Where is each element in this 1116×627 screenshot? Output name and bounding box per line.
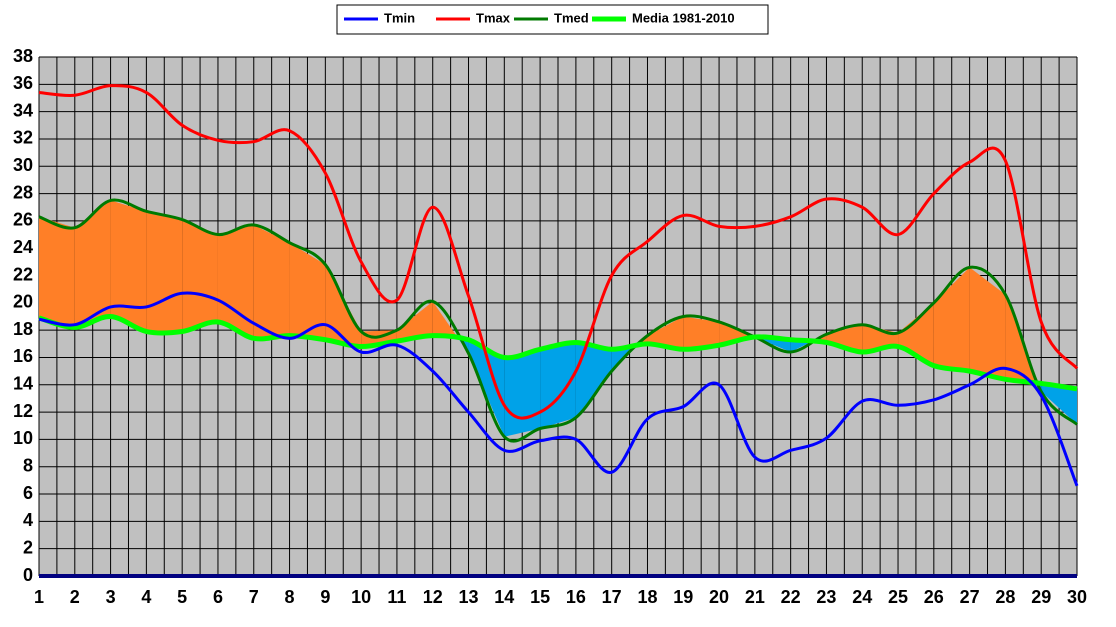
x-tick-label: 28	[995, 587, 1015, 607]
difference-area	[468, 339, 505, 437]
x-tick-label: 3	[106, 587, 116, 607]
y-tick-label: 22	[13, 264, 33, 284]
difference-area	[396, 301, 433, 342]
x-tick-label: 6	[213, 587, 223, 607]
difference-area	[110, 200, 147, 332]
difference-area	[432, 301, 459, 339]
series-line	[38, 314, 1078, 392]
difference-area	[1041, 383, 1077, 425]
y-tick-label: 8	[23, 455, 33, 475]
y-tick-label: 12	[13, 401, 33, 421]
y-tick-label: 28	[13, 182, 33, 202]
difference-area	[683, 316, 720, 350]
difference-area	[969, 267, 1006, 380]
x-tick-label: 13	[459, 587, 479, 607]
y-tick-label: 30	[13, 155, 33, 175]
x-tick-label: 2	[70, 587, 80, 607]
y-tick-label: 10	[13, 428, 33, 448]
difference-area	[146, 211, 183, 332]
x-tick-label: 24	[852, 587, 872, 607]
difference-area	[647, 316, 684, 350]
x-tick-label: 23	[816, 587, 836, 607]
difference-area	[504, 349, 541, 437]
y-tick-label: 20	[13, 292, 33, 312]
x-tick-label: 18	[637, 587, 657, 607]
x-tick-label: 8	[285, 587, 295, 607]
x-tick-label: 10	[351, 587, 371, 607]
difference-area	[253, 224, 290, 339]
difference-area	[826, 324, 863, 353]
y-tick-label: 34	[13, 100, 33, 120]
x-tick-label: 1	[34, 587, 44, 607]
difference-area	[575, 342, 612, 418]
series-line	[38, 84, 1079, 420]
x-tick-label: 19	[673, 587, 693, 607]
x-tick-label: 7	[249, 587, 259, 607]
difference-area	[719, 321, 755, 346]
difference-area	[540, 342, 576, 429]
difference-area	[39, 216, 75, 328]
legend-box	[336, 4, 769, 35]
y-tick-label: 14	[13, 374, 33, 394]
y-tick-label: 38	[13, 46, 33, 66]
x-tick-label: 11	[387, 587, 406, 607]
difference-area	[289, 242, 326, 340]
y-tick-label: 18	[13, 319, 33, 339]
legend-label: Tmin	[384, 10, 415, 25]
difference-area	[74, 200, 111, 328]
x-tick-label: 27	[960, 587, 980, 607]
x-tick-label: 29	[1031, 587, 1051, 607]
x-tick-label: 26	[924, 587, 944, 607]
x-tick-label: 22	[781, 587, 801, 607]
x-tick-label: 4	[141, 587, 151, 607]
x-tick-label: 30	[1067, 587, 1087, 607]
y-tick-label: 6	[23, 483, 33, 503]
legend-label: Media 1981-2010	[632, 10, 735, 25]
y-tick-label: 16	[13, 346, 33, 366]
series-line	[38, 198, 1079, 443]
series-line	[38, 291, 1079, 487]
y-tick-label: 36	[13, 73, 33, 93]
x-tick-label: 15	[530, 587, 550, 607]
x-tick-label: 9	[320, 587, 330, 607]
x-tick-label: 17	[602, 587, 622, 607]
legend-label: Tmax	[476, 10, 511, 25]
y-tick-label: 32	[13, 128, 33, 148]
y-tick-label: 2	[23, 537, 33, 557]
x-tick-label: 20	[709, 587, 729, 607]
difference-area	[182, 219, 218, 332]
x-tick-label: 12	[423, 587, 443, 607]
x-tick-label: 5	[177, 587, 187, 607]
x-tick-label: 25	[888, 587, 908, 607]
difference-area	[933, 267, 970, 372]
y-tick-label: 4	[23, 510, 33, 530]
x-tick-label: 16	[566, 587, 586, 607]
legend-label: Tmed	[554, 10, 589, 25]
x-tick-label: 21	[745, 587, 765, 607]
y-tick-label: 26	[13, 210, 33, 230]
x-tick-label: 14	[494, 587, 514, 607]
y-tick-label: 24	[13, 237, 33, 257]
difference-area	[217, 224, 254, 339]
difference-area	[325, 264, 362, 347]
y-tick-label: 0	[23, 565, 33, 585]
